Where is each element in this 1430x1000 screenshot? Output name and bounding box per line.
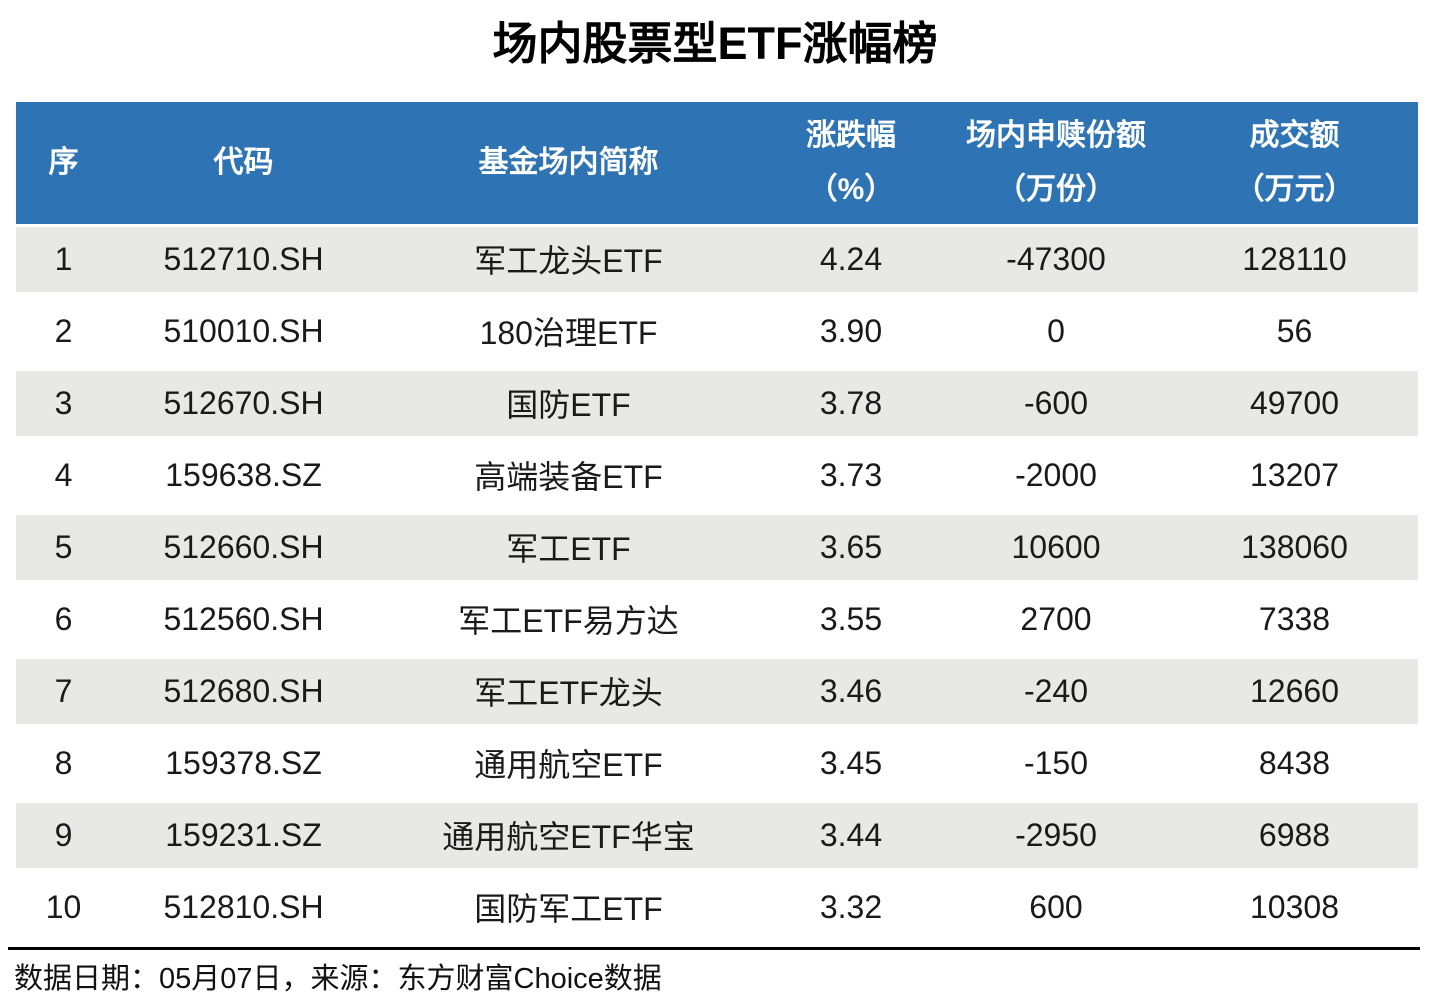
column-header-label: 成交额	[1249, 118, 1340, 152]
cell-code: 159231.SZ	[165, 816, 322, 853]
cell-code: 512810.SH	[163, 888, 324, 925]
table-row: 2 510010.SH 180治理ETF 3.90 0 56	[16, 298, 1418, 364]
column-header-label: 代码	[213, 145, 274, 179]
cell-fund-name: 军工ETF龙头	[474, 675, 663, 712]
column-header-rank: 序	[16, 102, 111, 224]
footer-divider	[8, 946, 1420, 950]
cell-turnover: 13207	[1250, 456, 1339, 493]
cell-code: 510010.SH	[163, 312, 324, 349]
table-row: 10 512810.SH 国防军工ETF 3.32 600 10308	[16, 874, 1418, 940]
cell-rank: 5	[54, 528, 73, 565]
table-row: 1 512710.SH 军工龙头ETF 4.24 -47300 128110	[16, 226, 1418, 292]
table-row: 8 159378.SZ 通用航空ETF 3.45 -150 8438	[16, 730, 1418, 796]
cell-fund-name: 军工ETF易方达	[458, 603, 679, 640]
cell-flow-shares: 10600	[1011, 528, 1101, 565]
cell-turnover: 12660	[1250, 672, 1339, 709]
cell-change-pct: 3.55	[819, 600, 883, 637]
cell-code: 159638.SZ	[165, 456, 322, 493]
table-header-row: 序 代码 基金场内简称 涨跌幅 （%） 场内申赎份额 （万份） 成交额 （万元）	[16, 101, 1418, 224]
column-header-label: 涨跌幅	[806, 118, 896, 152]
cell-flow-shares: -600	[1023, 384, 1089, 421]
cell-turnover: 56	[1276, 312, 1313, 349]
cell-turnover: 6988	[1258, 816, 1331, 853]
cell-rank: 4	[54, 456, 73, 493]
cell-change-pct: 3.78	[819, 384, 883, 421]
table-body: 1 512710.SH 军工龙头ETF 4.24 -47300 128110 2…	[16, 226, 1418, 940]
data-source-note: 数据日期：05月07日，来源：东方财富Choice数据	[14, 962, 662, 995]
cell-code: 512710.SH	[163, 240, 324, 277]
cell-flow-shares: -2950	[1015, 816, 1097, 853]
cell-turnover: 128110	[1242, 240, 1347, 277]
cell-flow-shares: -150	[1023, 744, 1089, 781]
cell-flow-shares: -240	[1023, 672, 1089, 709]
table-row: 7 512680.SH 军工ETF龙头 3.46 -240 12660	[16, 658, 1418, 724]
column-header-code: 代码	[111, 102, 376, 224]
etf-gainers-table: 序 代码 基金场内简称 涨跌幅 （%） 场内申赎份额 （万份） 成交额 （万元）…	[16, 101, 1418, 940]
cell-fund-name: 180治理ETF	[479, 315, 658, 352]
cell-code: 512660.SH	[163, 528, 324, 565]
cell-fund-name: 高端装备ETF	[474, 459, 663, 496]
cell-fund-name: 通用航空ETF华宝	[442, 819, 695, 856]
cell-rank: 1	[54, 240, 73, 277]
cell-change-pct: 3.45	[819, 744, 883, 781]
cell-change-pct: 3.65	[819, 528, 883, 565]
cell-rank: 8	[54, 744, 73, 781]
cell-flow-shares: 600	[1029, 888, 1083, 925]
table-row: 3 512670.SH 国防ETF 3.78 -600 49700	[16, 370, 1418, 436]
cell-rank: 3	[54, 384, 73, 421]
cell-change-pct: 3.90	[819, 312, 883, 349]
cell-turnover: 8438	[1258, 744, 1331, 781]
cell-flow-shares: -47300	[1006, 240, 1106, 277]
table-row: 4 159638.SZ 高端装备ETF 3.73 -2000 13207	[16, 442, 1418, 508]
cell-change-pct: 3.73	[819, 456, 883, 493]
column-header-label: 基金场内简称	[478, 145, 659, 179]
cell-fund-name: 国防军工ETF	[474, 891, 663, 928]
cell-rank: 9	[54, 816, 73, 853]
column-header-unit: （万份）	[996, 172, 1116, 206]
cell-rank: 6	[54, 600, 73, 637]
cell-turnover: 138060	[1241, 528, 1348, 565]
table-row: 6 512560.SH 军工ETF易方达 3.55 2700 7338	[16, 586, 1418, 652]
column-header-label: 序	[48, 145, 79, 179]
column-header-change-pct: 涨跌幅 （%）	[761, 102, 941, 224]
cell-turnover: 10308	[1250, 888, 1339, 925]
column-header-unit: （万元）	[1234, 172, 1355, 206]
column-header-flow-shares: 场内申赎份额 （万份）	[941, 102, 1171, 224]
cell-change-pct: 4.24	[819, 240, 883, 277]
cell-fund-name: 通用航空ETF	[474, 747, 663, 784]
cell-fund-name: 军工龙头ETF	[474, 243, 663, 280]
table-row: 9 159231.SZ 通用航空ETF华宝 3.44 -2950 6988	[16, 802, 1418, 868]
cell-flow-shares: 0	[1047, 312, 1065, 349]
column-header-fund-name: 基金场内简称	[376, 102, 761, 224]
cell-change-pct: 3.32	[819, 888, 883, 925]
cell-code: 512560.SH	[163, 600, 324, 637]
cell-code: 512670.SH	[163, 384, 324, 421]
cell-flow-shares: 2700	[1020, 600, 1092, 637]
cell-change-pct: 3.44	[819, 816, 883, 853]
cell-fund-name: 国防ETF	[506, 387, 631, 424]
cell-flow-shares: -2000	[1015, 456, 1097, 493]
cell-change-pct: 3.46	[819, 672, 883, 709]
cell-rank: 10	[45, 888, 82, 925]
column-header-label: 场内申赎份额	[966, 118, 1146, 152]
cell-code: 159378.SZ	[165, 744, 322, 781]
cell-fund-name: 军工ETF	[506, 531, 631, 568]
cell-rank: 7	[54, 672, 73, 709]
page-title: 场内股票型ETF涨幅榜	[492, 18, 938, 69]
table-row: 5 512660.SH 军工ETF 3.65 10600 138060	[16, 514, 1418, 580]
cell-rank: 2	[54, 312, 73, 349]
cell-code: 512680.SH	[163, 672, 324, 709]
column-header-unit: （%）	[807, 172, 895, 206]
cell-turnover: 49700	[1250, 384, 1339, 421]
column-header-turnover: 成交额 （万元）	[1171, 102, 1418, 224]
cell-turnover: 7338	[1258, 600, 1331, 637]
